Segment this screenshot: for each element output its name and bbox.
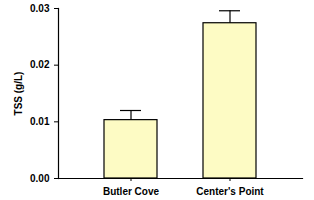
svg-text:Butler Cove: Butler Cove bbox=[103, 186, 160, 197]
svg-text:TSS (g/L): TSS (g/L) bbox=[13, 72, 24, 116]
svg-text:0.03: 0.03 bbox=[30, 3, 50, 14]
svg-text:0.01: 0.01 bbox=[30, 116, 50, 127]
svg-text:0.02: 0.02 bbox=[30, 59, 50, 70]
svg-text:Center's Point: Center's Point bbox=[196, 186, 264, 197]
svg-text:0.00: 0.00 bbox=[30, 173, 50, 184]
